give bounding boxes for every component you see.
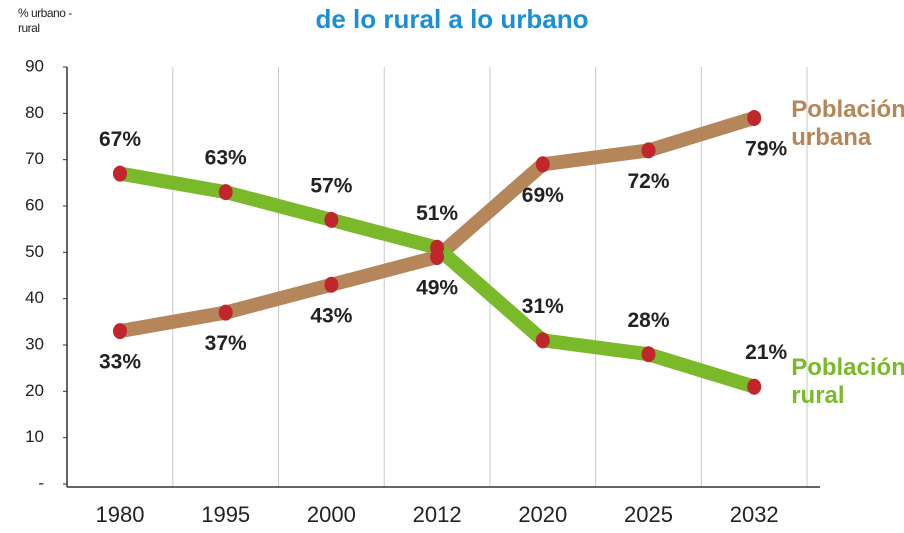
x-tick-label: 2020 — [518, 502, 567, 527]
value-label: 37% — [205, 332, 247, 355]
marker — [218, 304, 233, 321]
value-label: 51% — [416, 202, 458, 225]
value-label: 72% — [627, 170, 669, 193]
value-label: 49% — [416, 277, 458, 300]
y-tick-label: 20 — [25, 381, 44, 400]
y-tick-label: 70 — [25, 149, 44, 168]
y-axis-label: % urbano - rural — [18, 6, 72, 35]
y-tick-label: 30 — [25, 334, 44, 353]
x-tick-label: 2000 — [307, 502, 356, 527]
y-tick-label: 60 — [25, 195, 44, 214]
marker — [535, 156, 550, 173]
value-label: 79% — [745, 138, 787, 161]
legend-label: Población urbana — [791, 95, 904, 151]
value-label: 33% — [99, 351, 141, 374]
marker — [113, 165, 127, 182]
value-label: 67% — [99, 128, 141, 151]
value-label: 63% — [205, 147, 247, 170]
x-tick-label: 1995 — [201, 502, 250, 527]
x-tick-label: 2032 — [730, 502, 779, 527]
value-label: 43% — [310, 304, 352, 327]
marker — [747, 378, 762, 395]
value-label: 31% — [522, 295, 564, 318]
marker — [218, 184, 233, 201]
y-tick-label: 50 — [25, 242, 44, 261]
marker — [535, 332, 550, 349]
marker — [641, 142, 656, 159]
value-label: 57% — [310, 174, 352, 197]
y-tick-label: - — [38, 473, 44, 492]
chart-title: de lo rural a lo urbano — [315, 4, 589, 34]
marker — [747, 109, 762, 126]
x-tick-label: 1980 — [96, 502, 145, 527]
value-label: 21% — [745, 341, 787, 364]
value-label: 69% — [522, 184, 564, 207]
y-tick-label: 90 — [25, 56, 44, 75]
y-tick-label: 80 — [25, 103, 44, 122]
value-label: 28% — [627, 309, 669, 332]
marker — [324, 276, 339, 293]
marker — [641, 346, 656, 363]
marker — [324, 211, 339, 228]
y-tick-label: 40 — [25, 288, 44, 307]
marker — [113, 323, 127, 340]
y-tick-label: 10 — [25, 427, 44, 446]
x-tick-label: 2025 — [624, 502, 673, 527]
marker — [430, 239, 445, 256]
legend-label: Población rural — [791, 353, 904, 409]
x-tick-label: 2012 — [413, 502, 462, 527]
